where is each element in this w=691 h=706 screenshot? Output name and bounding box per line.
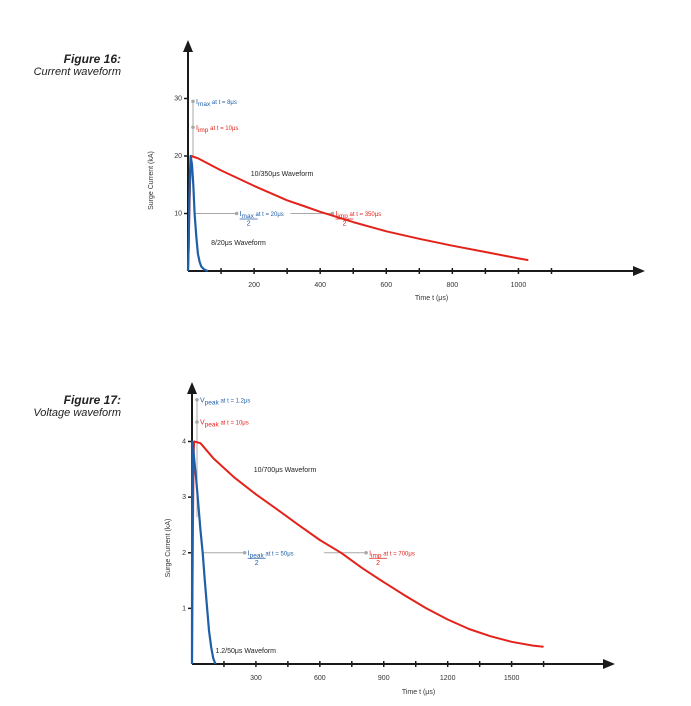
y-tick-label: 4 <box>182 439 186 446</box>
y-tick-label: 3 <box>182 494 186 501</box>
annotation-denominator: 2 <box>247 221 251 228</box>
x-tick-label: 600 <box>380 282 392 289</box>
annotation-label: Ipeak at t = 50μs <box>248 550 294 559</box>
x-axis-arrow-icon <box>633 266 645 276</box>
figure-17-caption: Figure 17: Voltage waveform <box>33 393 121 419</box>
blue-waveform-curve <box>186 154 209 273</box>
x-tick-label: 1200 <box>440 675 456 682</box>
annotation-label: Vpeak at t = 1.2μs <box>200 397 250 406</box>
x-tick-label: 1500 <box>504 675 520 682</box>
x-tick-label: 300 <box>250 675 262 682</box>
x-tick-label: 900 <box>378 675 390 682</box>
figure-17-title: Voltage waveform <box>33 407 121 419</box>
annotation-marker <box>195 397 199 402</box>
annotation-label: Imax at t = 20μs <box>240 211 284 220</box>
annotation-marker <box>195 420 199 424</box>
y-axis-title: Surge Current (kA) <box>148 151 155 210</box>
annotation-label: Iimp at t = 700μs <box>369 550 415 559</box>
figure-16-title: Current waveform <box>33 66 121 78</box>
series-label: 10/700μs Waveform <box>254 467 317 474</box>
y-axis-title: Surge Current (kA) <box>165 519 172 578</box>
x-axis-arrow-icon <box>603 659 615 669</box>
annotation-marker <box>191 125 195 130</box>
y-tick-label: 1 <box>182 605 186 612</box>
x-tick-label: 200 <box>248 282 260 289</box>
figure-16-number: Figure 16: <box>63 52 121 66</box>
x-axis-title: Time t (μs) <box>402 689 435 696</box>
annotation-label: Imax at t = 8μs <box>196 99 237 108</box>
annotation-label: Iimp at t = 350μs <box>335 211 381 220</box>
blue-waveform-curve <box>190 440 217 665</box>
y-tick-label: 2 <box>182 550 186 557</box>
annotation-label: Iimp at t = 10μs <box>196 125 238 134</box>
annotation-marker <box>234 211 239 216</box>
series-label: 10/350μs Waveform <box>251 171 314 178</box>
x-tick-label: 400 <box>314 282 326 289</box>
figure-16-caption: Figure 16: Current waveform <box>34 52 121 78</box>
figure-17-number: Figure 17: <box>63 393 121 407</box>
x-tick-label: 1000 <box>511 282 527 289</box>
y-axis-arrow-icon <box>187 382 197 394</box>
y-tick-label: 20 <box>174 153 182 160</box>
y-tick-label: 10 <box>174 211 182 218</box>
annotation-denominator: 2 <box>376 560 380 567</box>
x-axis-title: Time t (μs) <box>415 295 448 302</box>
annotation-marker <box>364 550 368 555</box>
x-tick-label: 800 <box>447 282 459 289</box>
y-axis-arrow-icon <box>183 40 193 52</box>
annotation-marker <box>242 550 247 555</box>
series-label: 1.2/50μs Waveform <box>215 648 276 655</box>
annotation-denominator: 2 <box>342 221 346 228</box>
x-tick-label: 600 <box>314 675 326 682</box>
series-label: 8/20μs Waveform <box>211 240 266 247</box>
annotation-denominator: 2 <box>255 560 259 567</box>
y-tick-label: 30 <box>174 96 182 103</box>
annotation-label: Vpeak at t = 10μs <box>200 420 249 429</box>
annotation-marker <box>191 99 195 104</box>
